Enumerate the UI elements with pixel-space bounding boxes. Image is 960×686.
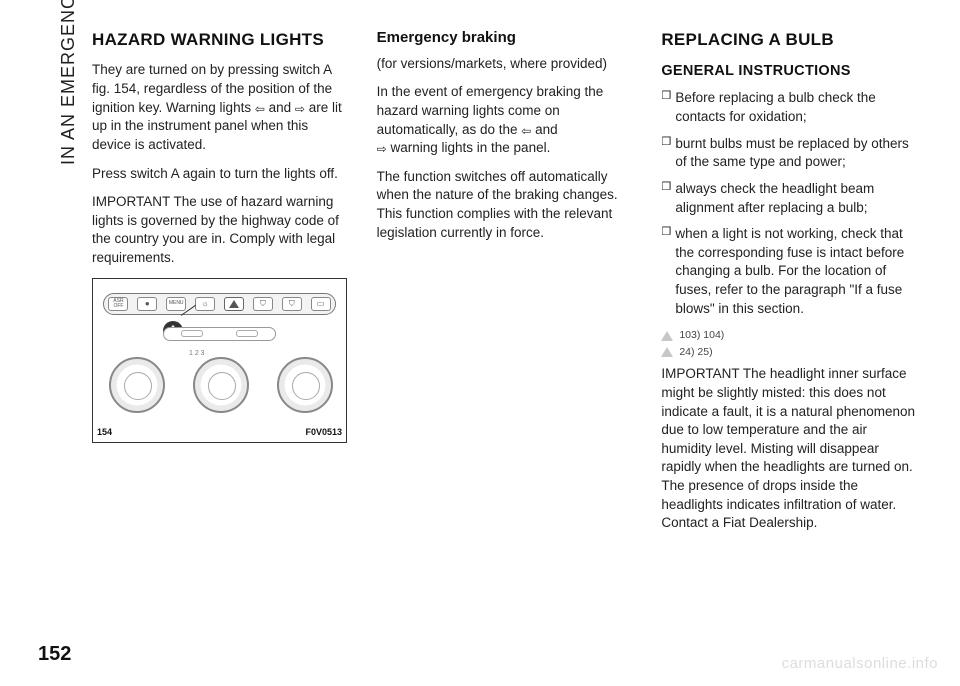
col1-p1b: and [265,100,295,115]
col2-p2a: In the event of emergency braking the ha… [377,84,604,136]
dash-btn-asr: ASR OFF [108,297,128,311]
section-label: IN AN EMERGENCY [58,0,79,165]
col2-p2c: warning lights in the panel. [387,140,551,155]
bullet-4: when a light is not working, check that … [661,225,920,318]
mini-slot-2 [236,330,258,337]
watermark: carmanualsonline.info [782,655,938,672]
column-1: HAZARD WARNING LIGHTS They are turned on… [92,28,351,636]
page-number: 152 [38,643,71,666]
column-2: Emergency braking (for versions/markets,… [377,28,636,636]
bullet-1: Before replacing a bulb check the contac… [661,89,920,126]
dash-btn-6: ⛉ [253,297,273,311]
knob-right [277,357,333,413]
warning-triangle-icon [661,347,673,357]
col2-paragraph-2: In the event of emergency braking the ha… [377,83,636,158]
general-instructions-list: Before replacing a bulb check the contac… [661,89,920,318]
warning-refs-2: 24) 25) [661,345,920,359]
col3-important: IMPORTANT The headlight inner surface mi… [661,365,920,533]
dashboard-button-strip: ASR OFF ● MENU ☼ ⛉ ⛉ ▭ [103,293,336,315]
dash-btn-menu: MENU [166,297,186,311]
warning-refs-1: 103) 104) [661,328,920,342]
hazard-triangle-icon [229,300,239,308]
warning-text-1: 103) 104) [679,328,724,342]
mid-control-bar [163,327,276,341]
warning-triangle-icon [661,331,673,341]
arrow-right-icon: ⇨ [377,143,387,155]
bullet-3: always check the headlight beam alignmen… [661,180,920,217]
column-3: REPLACING A BULB GENERAL INSTRUCTIONS Be… [661,28,920,636]
col3-heading: REPLACING A BULB [661,28,920,51]
hazard-button [224,297,244,311]
col1-paragraph-2: Press switch A again to turn the lights … [92,165,351,184]
dash-btn-4: ☼ [195,297,215,311]
mini-slot-1 [181,330,203,337]
knob-center [193,357,249,413]
arrow-left-icon: ⇦ [521,125,531,137]
col2-paragraph-3: The function switches off automatically … [377,168,636,243]
col1-heading: HAZARD WARNING LIGHTS [92,28,351,51]
dash-btn-8: ▭ [311,297,331,311]
col3-subheading: GENERAL INSTRUCTIONS [661,61,920,81]
col1-paragraph-1: They are turned on by pressing switch A … [92,61,351,154]
bullet-2: burnt bulbs must be replaced by others o… [661,135,920,172]
col2-heading: Emergency braking [377,28,636,49]
knob-scale: 1 2 3 [189,349,205,359]
arrow-right-icon: ⇨ [295,103,305,115]
figure-number: 154 [97,426,112,438]
dash-btn-7: ⛉ [282,297,302,311]
dash-btn-2: ● [137,297,157,311]
figure-154: ASR OFF ● MENU ☼ ⛉ ⛉ ▭ A 1 2 3 [92,278,347,443]
figure-code: F0V0513 [305,426,342,438]
knob-left [109,357,165,413]
col1-paragraph-3: IMPORTANT The use of hazard warning ligh… [92,193,351,268]
col2-p2b: and [531,122,557,137]
col2-paragraph-1: (for versions/markets, where provided) [377,55,636,74]
warning-text-2: 24) 25) [679,345,712,359]
arrow-left-icon: ⇦ [255,103,265,115]
content-columns: HAZARD WARNING LIGHTS They are turned on… [92,28,920,636]
